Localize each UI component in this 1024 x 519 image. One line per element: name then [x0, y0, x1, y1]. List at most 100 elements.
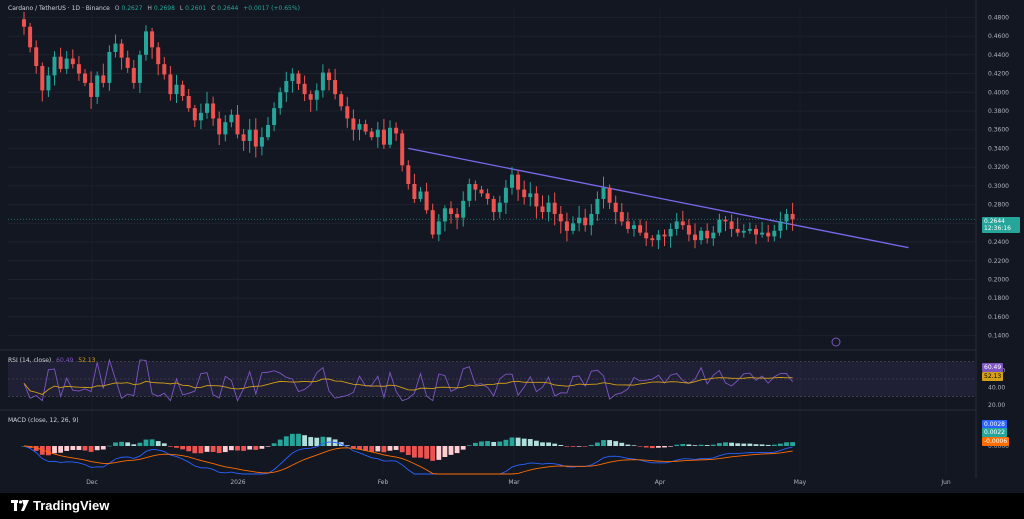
candle-119	[747, 228, 752, 231]
macd-hist-bar-63	[405, 446, 411, 455]
candle-97	[613, 202, 618, 213]
brand-name: TradingView	[33, 498, 110, 513]
macd-hist-bar-126	[790, 442, 795, 446]
candle-126	[790, 213, 795, 220]
candle-37	[247, 129, 252, 141]
y-tick-2: 0.4400	[988, 52, 1009, 59]
footer-bar: TradingView	[0, 493, 1024, 519]
macd-hist-bar-122	[765, 444, 771, 446]
candle-72	[461, 200, 466, 218]
ohlc-open: 0.2627	[121, 5, 143, 12]
y-tick-10: 0.2800	[988, 202, 1009, 209]
macd-hist-bar-110	[692, 445, 698, 446]
candle-49	[320, 72, 325, 91]
ohlc-high-label: H	[147, 5, 152, 12]
y-tick-6: 0.3600	[988, 127, 1009, 134]
candle-35	[235, 114, 240, 135]
candle-96	[607, 187, 612, 203]
candle-98	[619, 212, 624, 222]
macd-hist-bar-89	[564, 446, 570, 447]
candle-111	[699, 230, 704, 241]
ohlc-close-label: C	[211, 5, 216, 12]
macd-hist-bar-109	[686, 444, 692, 446]
macd-hist-bar-34	[229, 446, 234, 451]
candle-84	[534, 193, 539, 207]
candle-10	[83, 73, 87, 83]
macd-hist-bar-93	[588, 444, 594, 446]
macd-hist-bar-28	[192, 446, 198, 454]
macd-hist-badge: 0.0028	[982, 420, 1007, 429]
tradingview-logo[interactable]: TradingView	[11, 498, 109, 513]
macd-hist-bar-105	[662, 446, 667, 448]
y-tick-7: 0.3400	[988, 145, 1009, 152]
macd-hist-bar-77	[491, 441, 497, 446]
macd-hist-bar-88	[558, 445, 564, 446]
y-tick-16: 0.1600	[988, 314, 1009, 321]
macd-hist-bar-30	[204, 446, 210, 452]
candle-90	[571, 223, 575, 231]
macd-hist-bar-117	[735, 443, 741, 446]
candle-81	[516, 174, 521, 190]
macd-hist-bar-46	[302, 435, 307, 446]
macd-hist-bar-125	[784, 442, 789, 446]
macd-hist-bar-123	[771, 444, 777, 446]
macd-hist-bar-21	[149, 439, 155, 446]
candle-105	[662, 234, 667, 237]
macd-hist-bar-5	[52, 446, 57, 454]
macd-hist-bar-11	[88, 446, 94, 452]
ohlc-low: 0.2601	[185, 5, 207, 12]
y-tick-13: 0.2200	[988, 258, 1009, 265]
candle-2	[34, 47, 39, 67]
macd-hist-bar-32	[216, 446, 222, 454]
candle-59	[381, 129, 386, 145]
macd-hist-bar-114	[717, 443, 722, 446]
macd-hist-bar-15	[113, 442, 118, 446]
macd-legend: MACD (close, 12, 26, 9)	[8, 417, 79, 424]
macd-hist-bar-2	[33, 446, 39, 451]
candle-83	[528, 193, 533, 198]
candle-33	[223, 122, 228, 135]
candle-112	[705, 230, 710, 239]
candle-9	[76, 64, 81, 74]
macd-hist-bar-83	[527, 439, 533, 446]
macd-hist-bar-59	[381, 446, 387, 453]
candle-39	[259, 137, 264, 147]
candle-42	[278, 92, 283, 109]
macd-hist-bar-39	[259, 446, 265, 449]
candle-82	[522, 189, 527, 198]
candle-50	[327, 72, 331, 81]
macd-hist-bar-73	[466, 445, 472, 446]
candle-46	[302, 83, 307, 95]
candle-71	[455, 213, 460, 218]
candle-13	[101, 75, 106, 83]
macd-hist-bar-97	[613, 441, 619, 446]
macd-line	[23, 441, 793, 475]
macd-hist-bar-68	[436, 446, 442, 460]
candle-20	[144, 31, 148, 55]
macd-hist-bar-91	[576, 446, 582, 447]
candle-32	[217, 118, 222, 135]
macd-hist-bar-23	[161, 443, 167, 446]
candle-95	[601, 187, 606, 199]
candle-76	[485, 193, 490, 199]
macd-hist-bar-48	[314, 437, 320, 446]
macd-hist-bar-94	[595, 442, 600, 446]
macd-hist-bar-62	[399, 446, 405, 453]
x-tick-5: May	[794, 479, 807, 486]
candle-80	[510, 174, 514, 188]
candle-125	[784, 213, 789, 222]
rsi-label: RSI (14, close)	[8, 357, 52, 364]
candle-65	[418, 191, 423, 199]
symbol-label: Cardano / TetherUS · 1D · Binance	[8, 5, 110, 12]
candle-91	[577, 217, 582, 224]
macd-signal-line	[23, 445, 793, 475]
candle-30	[205, 103, 209, 113]
candle-67	[430, 210, 435, 235]
macd-hist-bar-70	[448, 446, 454, 455]
macd-hist-bar-45	[296, 433, 301, 446]
candle-75	[479, 189, 484, 194]
candle-17	[125, 57, 130, 68]
candle-85	[540, 206, 545, 213]
macd-hist-bar-47	[308, 437, 314, 446]
